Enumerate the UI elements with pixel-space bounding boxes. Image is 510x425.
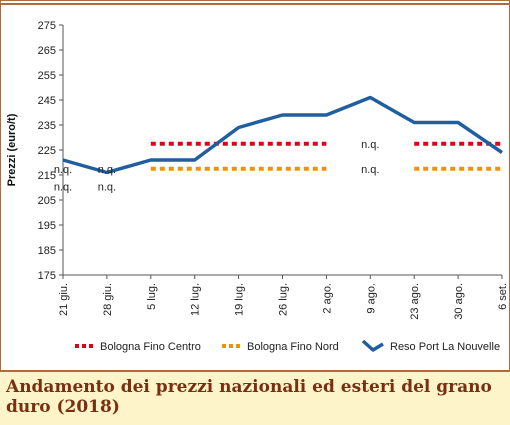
- x-tick-label: 26 lug.: [278, 283, 290, 316]
- nq-annotation: n.q.: [98, 181, 116, 193]
- nq-annotation: n.q.: [361, 164, 379, 176]
- y-tick-label: 245: [38, 95, 56, 107]
- y-tick-label: 275: [38, 20, 56, 32]
- chart-axes: 175 185 195 205 215 225 235 245 255 265 275 Prezzi …: [6, 20, 509, 320]
- legend-swatch-2: [361, 339, 384, 352]
- nq-annotation: n.q.: [98, 164, 116, 176]
- y-tick-label: 225: [38, 145, 56, 157]
- caption-box: Andamento dei prezzi nazionali ed esteri…: [0, 370, 510, 425]
- legend-label-1: Bologna Fino Nord: [247, 341, 339, 353]
- y-tick-label: 205: [38, 195, 56, 207]
- x-tick-label: 12 lug.: [190, 283, 202, 316]
- legend-label-0: Bologna Fino Centro: [100, 341, 201, 353]
- y-tick-label: 255: [38, 70, 56, 82]
- x-tick-label: 19 lug.: [234, 283, 246, 316]
- chart-legend: Bologna Fino Centro Bologna Fino Nord Reso…: [75, 339, 500, 353]
- y-tick-label: 265: [38, 45, 56, 57]
- x-tick-label: 28 giu.: [102, 283, 114, 316]
- x-tick-label: 9 ago.: [365, 283, 377, 314]
- chart-annotations: n.q. n.q. n.q. n.q. n.q. n.q.: [54, 139, 380, 194]
- x-tick-label: 2 ago.: [321, 283, 333, 314]
- y-tick-label: 235: [38, 120, 56, 132]
- nq-annotation: n.q.: [54, 181, 72, 193]
- chart-caption-title: Andamento dei prezzi nazionali ed esteri…: [6, 377, 492, 417]
- series-line-2: [62, 95, 503, 175]
- y-tick-label: 175: [38, 270, 56, 282]
- x-tick-label: 5 lug.: [146, 283, 158, 310]
- x-tick-label: 30 ago.: [453, 283, 465, 320]
- chart-series: [62, 95, 503, 175]
- top-rule: [0, 3, 510, 5]
- y-axis-title: Prezzi (euro/t): [6, 113, 18, 186]
- y-tick-label: 185: [38, 245, 56, 257]
- x-tick-label: 21 giu.: [58, 283, 70, 316]
- price-chart: 175 185 195 205 215 225 235 245 255 265 275 Prezzi …: [6, 20, 509, 353]
- x-tick-label: 23 ago.: [409, 283, 421, 320]
- nq-annotation: n.q.: [361, 139, 379, 151]
- y-tick-label: 215: [38, 170, 56, 182]
- x-tick-label: 6 set.: [497, 283, 509, 310]
- nq-annotation: n.q.: [54, 164, 72, 176]
- y-tick-label: 195: [38, 220, 56, 232]
- legend-label-2: Reso Port La Nouvelle: [390, 341, 500, 353]
